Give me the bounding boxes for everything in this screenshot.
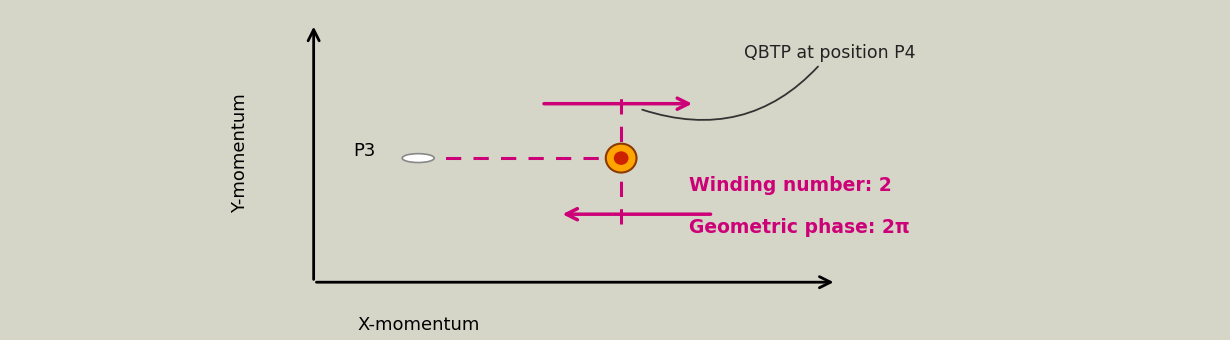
Ellipse shape <box>605 143 637 172</box>
Text: QBTP at position P4: QBTP at position P4 <box>642 44 915 120</box>
Circle shape <box>402 154 434 163</box>
Text: Y-momentum: Y-momentum <box>231 93 248 213</box>
Text: P3: P3 <box>353 142 375 160</box>
Text: Winding number: 2: Winding number: 2 <box>689 176 892 195</box>
Text: Geometric phase: 2π: Geometric phase: 2π <box>689 218 909 237</box>
Text: X-momentum: X-momentum <box>357 316 480 334</box>
Ellipse shape <box>614 151 629 165</box>
